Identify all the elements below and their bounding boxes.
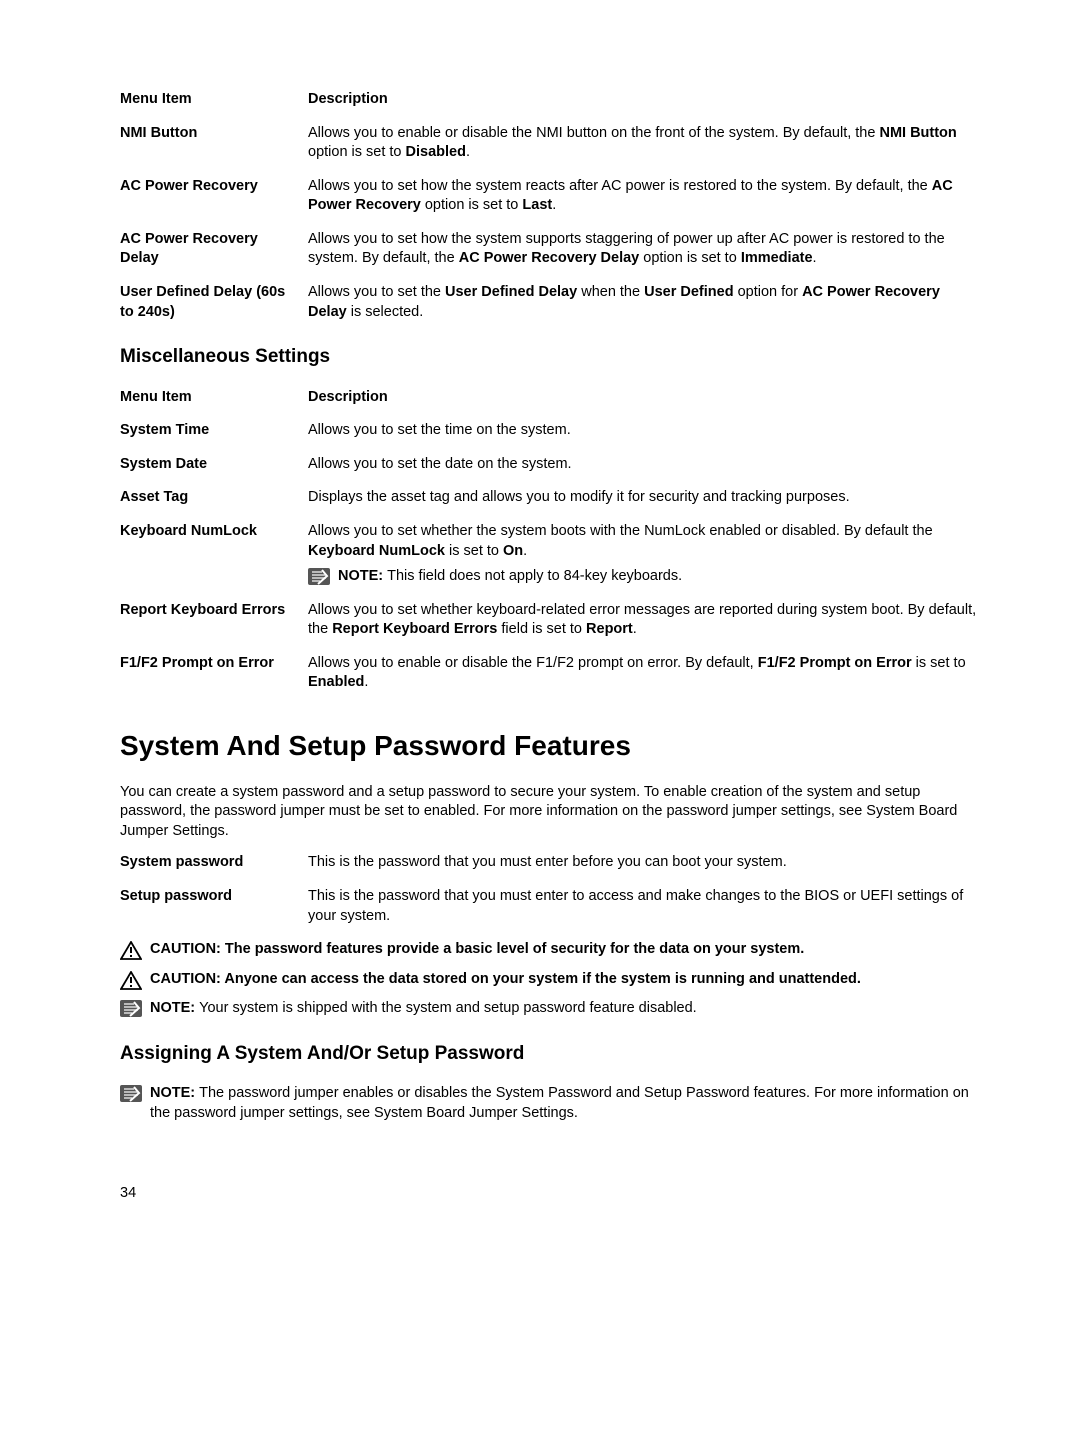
note-icon — [120, 1085, 142, 1103]
th-right: Description — [308, 388, 980, 408]
table-row: User Defined Delay (60s to 240s) Allows … — [120, 283, 980, 322]
cell-right: Allows you to enable or disable the F1/F… — [308, 654, 980, 693]
table-row: System Time Allows you to set the time o… — [120, 421, 980, 441]
th-left: Menu Item — [120, 90, 308, 110]
caution-text: CAUTION: The password features provide a… — [150, 940, 980, 960]
cell-left: System Date — [120, 455, 308, 475]
cell-left: Asset Tag — [120, 488, 308, 508]
cell-left: Keyboard NumLock — [120, 522, 308, 587]
note-icon — [120, 1000, 142, 1018]
table-row: System password This is the password tha… — [120, 853, 980, 873]
caution-text: CAUTION: Anyone can access the data stor… — [150, 970, 980, 990]
th-left: Menu Item — [120, 388, 308, 408]
cell-left: Report Keyboard Errors — [120, 601, 308, 640]
table-row: AC Power Recovery Delay Allows you to se… — [120, 230, 980, 269]
cell-right: Allows you to enable or disable the NMI … — [308, 124, 980, 163]
table-row: Keyboard NumLock Allows you to set wheth… — [120, 522, 980, 587]
cell-right: Allows you to set the time on the system… — [308, 421, 980, 441]
cell-left: AC Power Recovery Delay — [120, 230, 308, 269]
page-number: 34 — [120, 1184, 980, 1204]
cell-right: Displays the asset tag and allows you to… — [308, 488, 980, 508]
note-line: NOTE: Your system is shipped with the sy… — [120, 999, 980, 1019]
cell-right: Allows you to set the date on the system… — [308, 455, 980, 475]
cell-right: Allows you to set whether keyboard-relat… — [308, 601, 980, 640]
caution-icon — [120, 971, 142, 989]
cell-right: Allows you to set how the system reacts … — [308, 177, 980, 216]
cell-left: System Time — [120, 421, 308, 441]
table-row: AC Power Recovery Allows you to set how … — [120, 177, 980, 216]
cell-right: Allows you to set the User Defined Delay… — [308, 283, 980, 322]
cell-left: F1/F2 Prompt on Error — [120, 654, 308, 693]
table-row: F1/F2 Prompt on Error Allows you to enab… — [120, 654, 980, 693]
table1-header: Menu Item Description — [120, 90, 980, 110]
cell-left: AC Power Recovery — [120, 177, 308, 216]
misc-heading: Miscellaneous Settings — [120, 344, 980, 370]
note-row: NOTE: This field does not apply to 84-ke… — [308, 567, 980, 587]
cell-left: System password — [120, 853, 308, 873]
cell-left: NMI Button — [120, 124, 308, 163]
table-row: Setup password This is the password that… — [120, 887, 980, 926]
table-row: Asset Tag Displays the asset tag and all… — [120, 488, 980, 508]
cell-right: This is the password that you must enter… — [308, 887, 980, 926]
caution-line: CAUTION: The password features provide a… — [120, 940, 980, 960]
th-right: Description — [308, 90, 980, 110]
caution-icon — [120, 941, 142, 959]
intro-paragraph: You can create a system password and a s… — [120, 783, 980, 842]
cell-left: Setup password — [120, 887, 308, 926]
caution-line: CAUTION: Anyone can access the data stor… — [120, 970, 980, 990]
table2-header: Menu Item Description — [120, 388, 980, 408]
table-row: System Date Allows you to set the date o… — [120, 455, 980, 475]
note-icon — [308, 568, 330, 586]
note-line: NOTE: The password jumper enables or dis… — [120, 1084, 980, 1123]
cell-right: This is the password that you must enter… — [308, 853, 980, 873]
assign-heading: Assigning A System And/Or Setup Password — [120, 1041, 980, 1067]
main-heading: System And Setup Password Features — [120, 727, 980, 765]
table-row: Report Keyboard Errors Allows you to set… — [120, 601, 980, 640]
cell-right: Allows you to set how the system support… — [308, 230, 980, 269]
cell-left: User Defined Delay (60s to 240s) — [120, 283, 308, 322]
table-row: NMI Button Allows you to enable or disab… — [120, 124, 980, 163]
cell-right: Allows you to set whether the system boo… — [308, 522, 980, 587]
